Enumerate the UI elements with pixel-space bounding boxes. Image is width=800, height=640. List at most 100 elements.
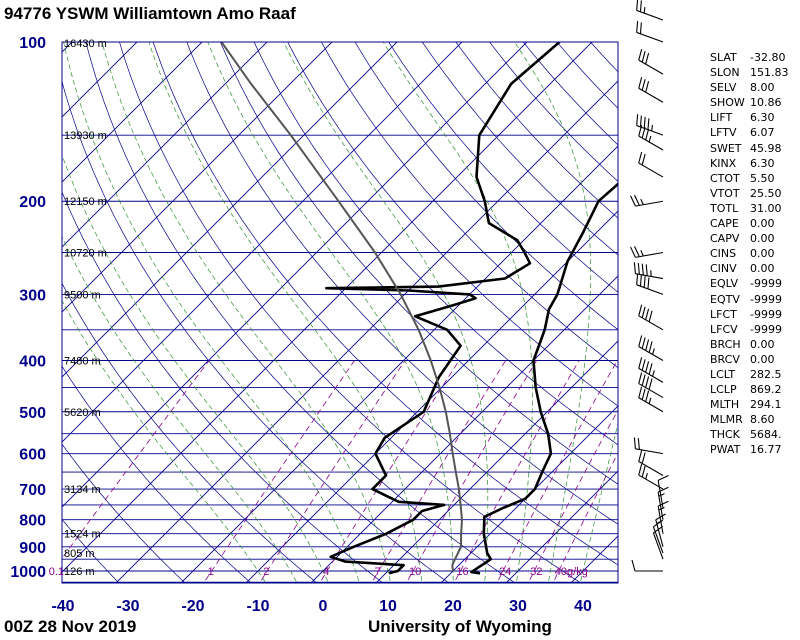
- index-key: SHOW: [710, 96, 745, 110]
- index-value: 25.50: [750, 186, 782, 200]
- parcel-line: [220, 42, 463, 572]
- temperature-tick-label: 0: [319, 598, 328, 615]
- dry-adiabat: [62, 518, 120, 583]
- index-row-swet: SWET 45.98: [708, 141, 794, 156]
- wind-barb: [638, 335, 664, 361]
- pressure-tick-label: 300: [19, 287, 46, 304]
- temperature-tick-label: -40: [51, 598, 74, 615]
- index-value: 10.86: [750, 96, 782, 110]
- index-key: CAPV: [710, 232, 740, 246]
- dry-adiabat: [62, 365, 252, 583]
- mixing-ratio-label: 16: [456, 566, 468, 578]
- index-row-pwat: PWAT 16.77: [708, 442, 794, 457]
- index-row-lfcv: LFCV -9999: [708, 322, 794, 337]
- isotherm: [245, 210, 618, 583]
- index-key: CINV: [710, 262, 737, 276]
- page-title: 94776 YSWM Williamtown Amo Raaf: [4, 4, 296, 23]
- mixing-ratio-line: [453, 360, 580, 583]
- dry-adiabat: [186, 42, 618, 525]
- mixing-ratio-line: [259, 360, 406, 583]
- moist-adiabat: [62, 300, 267, 583]
- data-lines: [220, 42, 618, 575]
- height-label: 1524 m: [64, 529, 101, 541]
- index-row-thck: THCK 5684.: [708, 427, 794, 442]
- index-row-show: SHOW 10.86: [708, 95, 794, 110]
- index-row-totl: TOTL 31.00: [708, 201, 794, 216]
- moist-adiabat: [207, 42, 454, 583]
- index-value: 8.60: [750, 413, 775, 427]
- height-label: 10720 m: [64, 248, 107, 260]
- mixing-ratio-label: 1: [208, 566, 214, 578]
- wind-barb: [638, 48, 664, 75]
- dry-adiabat: [62, 282, 318, 583]
- index-row-lfct: LFCT -9999: [708, 307, 794, 322]
- index-row-slon: SLON 151.83: [708, 65, 794, 80]
- isotherm: [505, 470, 618, 583]
- height-label: 7480 m: [64, 355, 101, 367]
- height-label: 16430 m: [64, 38, 107, 50]
- pressure-tick-label: 900: [19, 540, 46, 557]
- pressure-tick-labels: 100 200 300 400 500 600 700 800 900 1000: [10, 35, 46, 581]
- height-label: 5620 m: [64, 407, 101, 419]
- index-row-brch: BRCH 0.00: [708, 337, 794, 352]
- index-key: BRCV: [710, 352, 740, 366]
- dry-adiabat: [85, 42, 516, 583]
- moist-adiabat: [579, 421, 618, 583]
- index-row-brcv: BRCV 0.00: [708, 352, 794, 367]
- dry-adiabat: [62, 80, 450, 583]
- index-key: TOTL: [710, 201, 739, 215]
- temperature-tick-label: 20: [444, 598, 462, 615]
- index-key: LFCV: [710, 322, 738, 336]
- wind-barb: [638, 151, 664, 178]
- index-value: 16.77: [750, 443, 782, 457]
- index-value: 0.00: [750, 232, 775, 246]
- dry-adiabat: [62, 443, 186, 583]
- mixing-ratio-line: [62, 360, 210, 560]
- mixing-ratio-line: [496, 360, 618, 583]
- pressure-tick-label: 700: [19, 482, 46, 499]
- background-lines: [62, 42, 618, 583]
- index-value: 151.83: [750, 66, 789, 80]
- index-value: 0.00: [750, 217, 775, 231]
- index-key: CTOT: [710, 171, 740, 185]
- mixing-ratio-label: 10: [409, 566, 421, 578]
- index-key: PWAT: [710, 443, 741, 457]
- isotherm: [62, 42, 138, 118]
- index-row-kinx: KINX 6.30: [708, 156, 794, 171]
- index-key: SWET: [710, 141, 742, 155]
- index-row-lclt: LCLT 282.5: [708, 367, 794, 382]
- isotherm: [62, 42, 463, 443]
- mixing-ratio-line: [527, 409, 618, 583]
- index-value: 869.2: [750, 383, 782, 397]
- dry-adiabat: [119, 42, 582, 583]
- index-value: -9999: [750, 307, 782, 321]
- index-value: 5.50: [750, 171, 775, 185]
- pressure-tick-label: 500: [19, 405, 46, 422]
- isotherm: [62, 42, 73, 53]
- index-row-eqtv: EQTV -9999: [708, 292, 794, 307]
- mixing-ratio-line: [371, 360, 506, 583]
- index-row-lftv: LFTV 6.07: [708, 125, 794, 140]
- index-key: MLMR: [710, 413, 743, 427]
- isotherm: [62, 42, 333, 313]
- index-row-mlmr: MLMR 8.60: [708, 412, 794, 427]
- pressure-tick-label: 100: [19, 35, 46, 52]
- index-value: 31.00: [750, 201, 782, 215]
- index-value: 282.5: [750, 367, 782, 381]
- mixing-ratio-label: 32: [530, 566, 542, 578]
- wind-barb: [636, 273, 664, 295]
- index-key: KINX: [710, 156, 737, 170]
- mixing-ratio-label: 40g/kg: [555, 566, 588, 578]
- index-value: 0.00: [750, 247, 775, 261]
- index-value: -9999: [750, 277, 782, 291]
- footer-date: 00Z 28 Nov 2019: [4, 617, 137, 636]
- index-value: -9999: [750, 292, 782, 306]
- wind-barb: [657, 500, 669, 534]
- index-key: BRCH: [710, 337, 741, 351]
- wind-barb: [636, 0, 664, 21]
- dry-adiabat: [321, 42, 618, 369]
- mixing-ratio-line: [405, 360, 537, 583]
- index-key: LFCT: [710, 307, 737, 321]
- wind-barb: [636, 114, 664, 136]
- isotherm: [62, 42, 268, 248]
